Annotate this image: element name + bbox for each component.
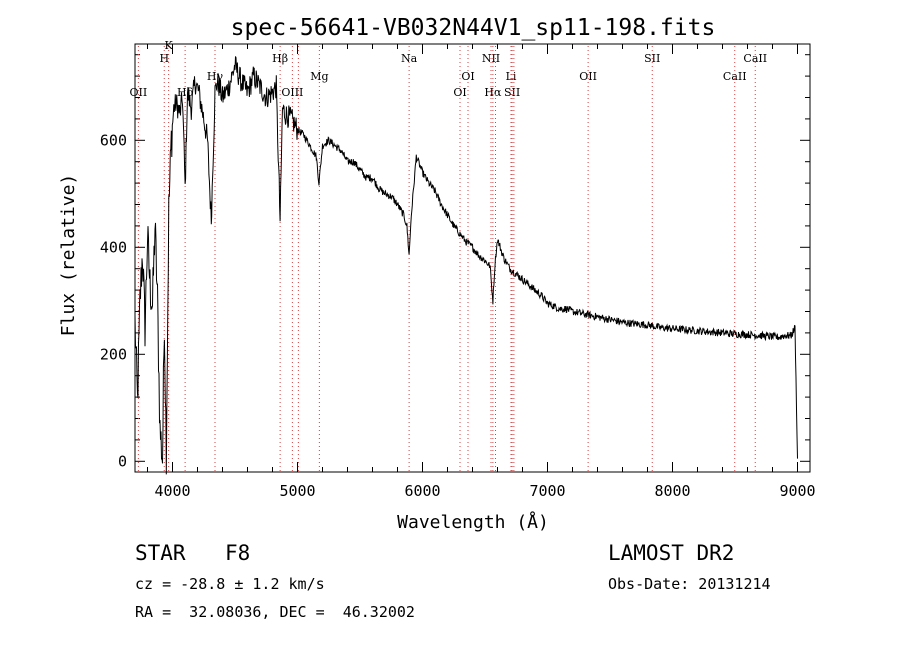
coordinates-text: RA = 32.08036, DEC = 46.32002	[135, 603, 415, 621]
line-marker-label: SII	[504, 86, 520, 99]
y-tick-label: 0	[118, 452, 127, 470]
line-marker-label: Mg	[310, 70, 328, 83]
x-tick-label: 5000	[279, 482, 315, 500]
line-marker-label: OI	[461, 70, 474, 83]
line-marker-label: OIII	[281, 86, 303, 99]
line-marker-label: OII	[130, 86, 148, 99]
subclass-label: F8	[225, 541, 251, 565]
y-axis-label: Flux (relative)	[58, 174, 79, 337]
obs-date-text: Obs-Date: 20131214	[608, 575, 771, 593]
line-marker-label: H	[159, 52, 169, 65]
x-tick-label: 9000	[779, 482, 815, 500]
survey-label: LAMOST DR2	[608, 541, 735, 565]
line-marker-label: CaII	[723, 70, 747, 83]
line-marker-label: K	[165, 39, 174, 52]
line-marker-label: OII	[579, 70, 597, 83]
line-marker-label: OI	[453, 86, 466, 99]
line-marker-label: Li	[506, 70, 517, 83]
y-tick-label: 400	[100, 238, 127, 256]
y-tick-label: 600	[100, 131, 127, 149]
line-marker-label: Na	[401, 52, 418, 65]
spectrum-line	[134, 56, 798, 475]
line-marker-label: Hβ	[272, 52, 288, 65]
chart-title: spec-56641-VB032N44V1_sp11-198.fits	[231, 15, 716, 41]
line-marker-label: CaII	[743, 52, 767, 65]
line-marker-label: Hα	[484, 86, 502, 99]
class-label: STAR	[135, 541, 186, 565]
x-tick-label: 4000	[154, 482, 190, 500]
line-marker-label: Hδ	[177, 86, 194, 99]
x-axis-label: Wavelength (Å)	[397, 511, 549, 533]
x-tick-label: 8000	[654, 482, 690, 500]
y-tick-label: 200	[100, 345, 127, 363]
x-tick-label: 7000	[529, 482, 565, 500]
plot-frame	[134, 43, 811, 473]
x-tick-label: 6000	[404, 482, 440, 500]
line-marker-label: SII	[644, 52, 660, 65]
redshift-text: cz = -28.8 ± 1.2 km/s	[135, 575, 325, 593]
line-marker-label: NII	[482, 52, 500, 65]
